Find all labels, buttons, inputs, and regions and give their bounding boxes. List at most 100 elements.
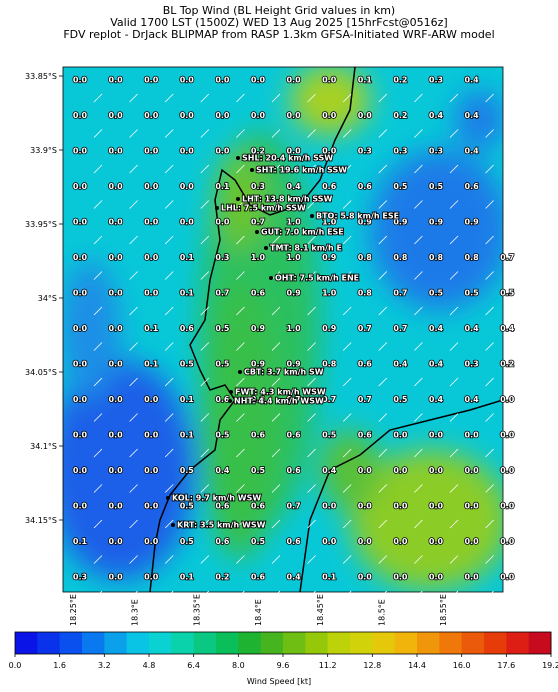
grid-value: 0.0 <box>144 466 159 475</box>
wind-arrow <box>342 200 352 209</box>
grid-value: 0.8 <box>358 289 373 298</box>
grid-value: 0.0 <box>109 289 124 298</box>
grid-value: 0.3 <box>358 147 372 156</box>
wind-arrow <box>271 93 281 103</box>
wind-arrow <box>378 342 388 351</box>
lon-label: 18.25°E <box>69 594 78 626</box>
grid-value: 0.4 <box>465 395 480 404</box>
wind-arrow <box>342 164 352 174</box>
wind-arrow <box>236 342 245 351</box>
grid-value: 0.7 <box>500 253 514 262</box>
grid-value: 0.0 <box>215 147 230 156</box>
grid-value: 0.5 <box>322 431 337 440</box>
wind-arrow <box>129 484 138 493</box>
grid-value: 0.0 <box>500 502 515 511</box>
grid-value: 0.6 <box>287 466 302 475</box>
colorbar-segment <box>283 632 306 654</box>
wind-arrow <box>271 484 281 493</box>
colorbar-segment <box>171 632 195 654</box>
wind-arrow <box>93 271 103 280</box>
wind-arrow <box>307 200 316 209</box>
grid-value: 0.0 <box>287 76 302 85</box>
wind-arrow <box>129 235 138 245</box>
wind-arrow <box>93 342 103 351</box>
wind-arrow <box>200 377 210 387</box>
grid-value: 0.8 <box>358 253 373 262</box>
wind-arrow <box>414 590 423 600</box>
grid-value: 0.0 <box>429 466 444 475</box>
grid-value: 0.0 <box>144 289 159 298</box>
grid-value: 0.5 <box>393 395 408 404</box>
wind-arrow <box>236 377 245 387</box>
wind-arrow <box>449 129 459 138</box>
colorbar-tick-label: 14.4 <box>408 661 426 670</box>
colorbar-segment <box>461 632 485 654</box>
grid-value: 0.3 <box>465 360 479 369</box>
grid-value: 0.5 <box>251 466 266 475</box>
grid-value: 0.7 <box>393 324 407 333</box>
wind-arrow <box>414 200 423 209</box>
grid-value: 0.5 <box>500 289 515 298</box>
wind-arrow <box>93 200 103 209</box>
grid-value: 0.0 <box>180 147 195 156</box>
wind-arrow <box>129 271 138 280</box>
wind-arrow <box>378 164 388 174</box>
grid-value: 0.0 <box>251 111 266 120</box>
grid-value: 0.0 <box>73 182 88 191</box>
station-label: TMT: 8.1 km/h E <box>270 244 342 253</box>
lon-label: 18.4°E <box>254 599 263 626</box>
wind-arrow <box>449 377 459 387</box>
wind-arrow <box>164 93 174 103</box>
grid-value: 0.0 <box>144 431 159 440</box>
colorbar-segment <box>439 632 463 654</box>
wind-arrow <box>271 342 281 351</box>
grid-value: 0.6 <box>465 182 480 191</box>
wind-arrow <box>271 448 281 458</box>
grid-value: 1.0 <box>251 253 266 262</box>
wind-arrow <box>93 555 103 564</box>
wind-arrow <box>378 448 388 458</box>
wind-arrow <box>164 377 174 387</box>
station-label: NHT: 4.4 km/h WSW <box>234 397 324 406</box>
grid-value: 0.1 <box>180 573 195 582</box>
wind-arrow <box>485 93 494 103</box>
grid-value: 0.0 <box>393 431 408 440</box>
grid-value: 0.5 <box>429 182 444 191</box>
grid-value: 0.4 <box>322 466 337 475</box>
grid-value: 0.0 <box>429 502 444 511</box>
wind-arrow <box>485 200 494 209</box>
grid-value: 0.0 <box>109 537 124 546</box>
station-marker <box>238 370 242 374</box>
wind-arrow <box>342 342 352 351</box>
grid-value: 0.6 <box>322 182 337 191</box>
station-label: SHT: 19.6 km/h SSW <box>256 166 347 175</box>
wind-arrow <box>129 129 138 138</box>
wind-arrow <box>236 555 245 564</box>
grid-value: 0.3 <box>73 573 87 582</box>
wind-arrow <box>271 413 281 422</box>
grid-value: 0.0 <box>109 218 124 227</box>
colorbar-segment <box>528 632 552 654</box>
colorbar-segment <box>238 632 262 654</box>
wind-arrow <box>378 129 388 138</box>
wind-arrow <box>342 235 352 245</box>
wind-arrow <box>414 448 423 458</box>
wind-arrow <box>93 590 103 600</box>
station-marker <box>171 523 175 527</box>
grid-value: 0.0 <box>180 111 195 120</box>
wind-arrow <box>200 200 210 209</box>
grid-value: 0.6 <box>215 537 230 546</box>
title-line: BL Top Wind (BL Height Grid values in km… <box>163 4 395 17</box>
wind-arrow <box>414 129 423 138</box>
wind-arrow <box>236 93 245 103</box>
colorbar-tick-label: 1.6 <box>53 661 66 670</box>
wind-arrow <box>93 306 103 316</box>
grid-value: 0.1 <box>180 431 195 440</box>
title-line: Valid 1700 LST (1500Z) WED 13 Aug 2025 [… <box>110 16 447 29</box>
wind-arrow <box>200 235 210 245</box>
grid-value: 0.0 <box>358 466 373 475</box>
wind-arrow <box>164 271 174 280</box>
station-label: LHL: 7.5 km/h SSW <box>221 204 306 213</box>
wind-arrow <box>449 306 459 316</box>
grid-value: 0.5 <box>215 360 230 369</box>
